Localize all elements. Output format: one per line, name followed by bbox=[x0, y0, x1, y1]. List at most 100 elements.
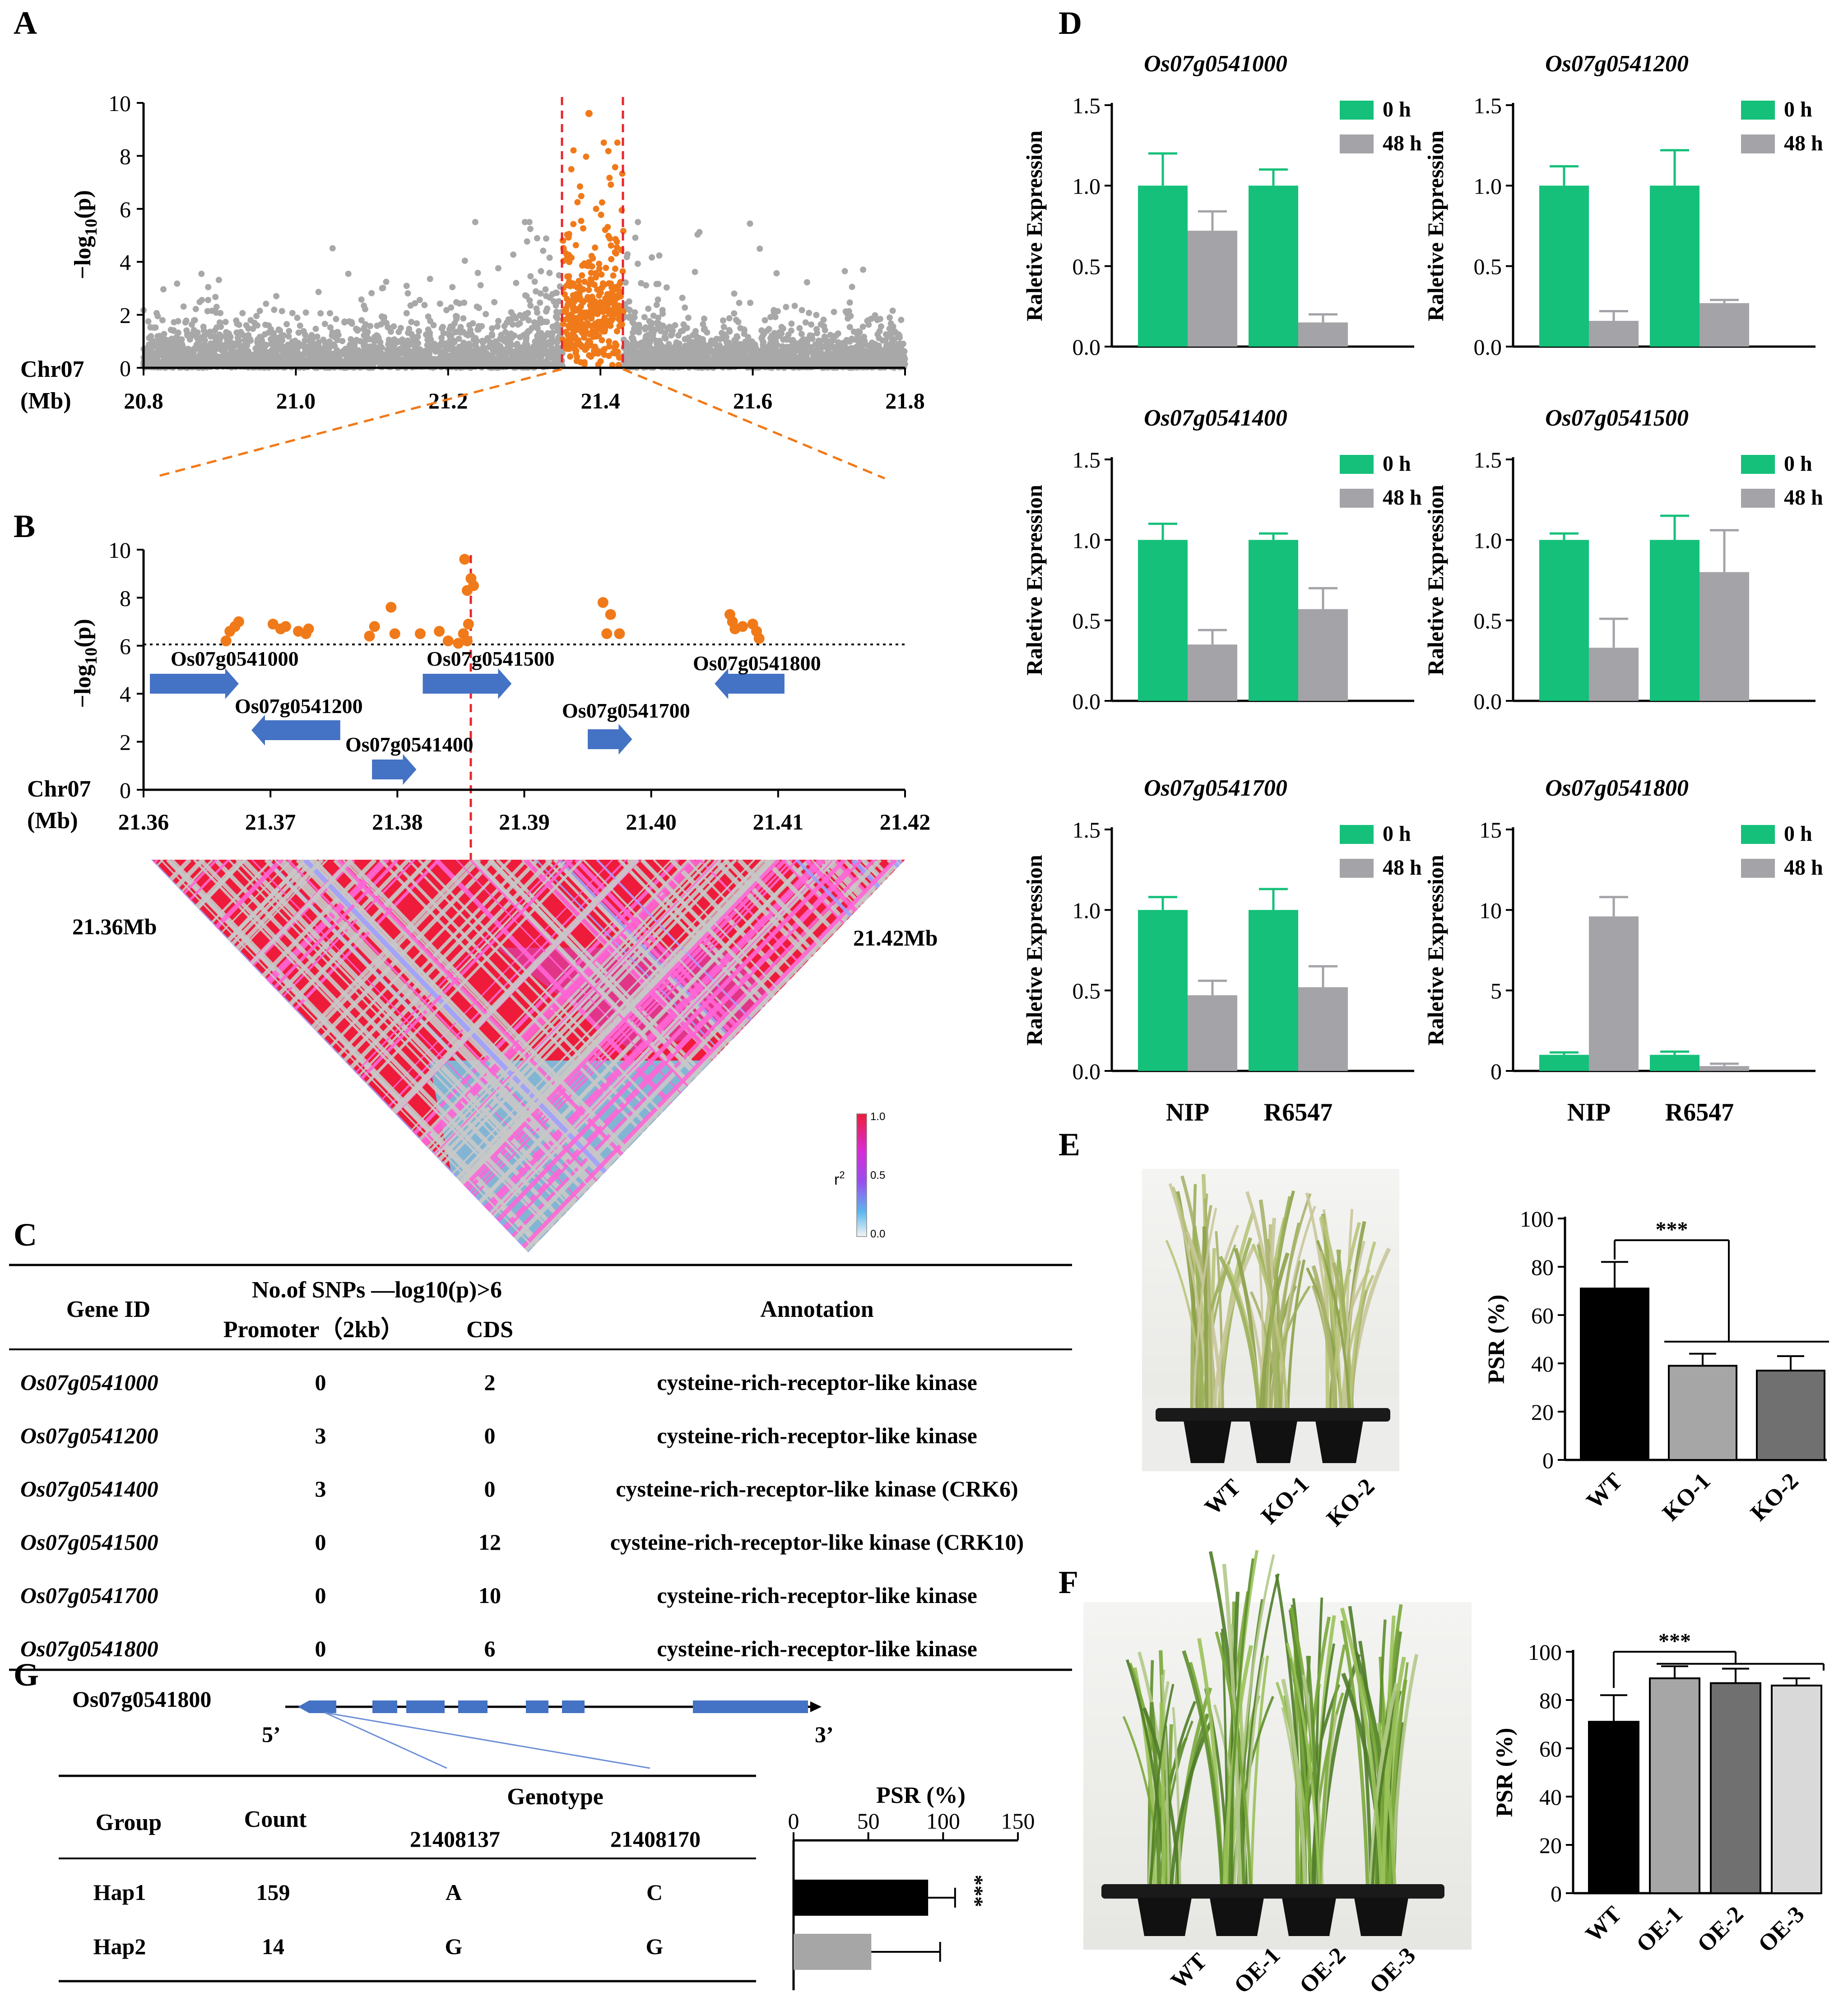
snp-point bbox=[399, 336, 406, 343]
snp-point bbox=[513, 280, 520, 287]
plant-leaf bbox=[1319, 1251, 1342, 1411]
psr-bar bbox=[1668, 1365, 1737, 1461]
snp-point bbox=[376, 348, 383, 355]
snp-point bbox=[692, 328, 699, 334]
ld-stripe bbox=[151, 860, 390, 1252]
legend-swatch bbox=[1340, 859, 1374, 878]
plant-leaf bbox=[1218, 1255, 1261, 1411]
gene-table: Gene ID No.of SNPs —log10(p)>6 Promoter（… bbox=[9, 1264, 1072, 1671]
snp-point bbox=[489, 325, 496, 332]
snp-point bbox=[594, 321, 601, 328]
snp-point bbox=[527, 302, 534, 309]
snp-point bbox=[496, 349, 502, 356]
oe-photo bbox=[1083, 1550, 1472, 1950]
table-cell-promoter: 0 bbox=[315, 1370, 326, 1395]
ld-stripe bbox=[151, 860, 328, 1252]
panel-label-b: B bbox=[14, 508, 35, 544]
snp-point bbox=[189, 357, 195, 364]
exon-block bbox=[458, 1700, 488, 1713]
haplotype-count: 159 bbox=[256, 1880, 290, 1905]
g-psr-chart: PSR (%) 0 50 100 150 *** bbox=[788, 1783, 1035, 1990]
snp-point bbox=[423, 331, 429, 338]
legend-swatch bbox=[1741, 101, 1775, 120]
legend-swatch bbox=[1340, 101, 1374, 120]
ld-stripe bbox=[214, 860, 610, 1252]
g-x-tick-label: 50 bbox=[857, 1808, 880, 1834]
snp-point bbox=[846, 337, 853, 343]
haplotype-g1: A bbox=[446, 1880, 462, 1905]
snp-point bbox=[750, 344, 757, 351]
snp-point bbox=[666, 324, 673, 330]
snp-point bbox=[158, 345, 164, 352]
snp-point bbox=[757, 246, 763, 252]
snp-point bbox=[511, 352, 517, 358]
snp-point bbox=[600, 139, 607, 146]
snp-point bbox=[598, 212, 604, 218]
col-cds: CDS bbox=[466, 1317, 513, 1343]
snp-point bbox=[508, 334, 515, 341]
snp-point bbox=[353, 337, 360, 343]
snp-point bbox=[456, 328, 463, 334]
snp-point bbox=[599, 199, 605, 206]
snp-point bbox=[537, 299, 543, 306]
snp-point bbox=[447, 338, 453, 344]
chart-y-tick-label: 1.5 bbox=[1073, 93, 1101, 118]
snp-point bbox=[583, 153, 590, 160]
snp-point bbox=[623, 254, 630, 260]
snp-point bbox=[701, 325, 708, 332]
snp-point bbox=[495, 355, 502, 361]
snp-point bbox=[821, 323, 827, 329]
snp-point bbox=[747, 220, 753, 227]
snp-point bbox=[890, 352, 896, 359]
snp-point bbox=[196, 299, 203, 306]
snp-point bbox=[606, 175, 613, 181]
g-psr-title: PSR (%) bbox=[876, 1783, 966, 1808]
snp-point bbox=[578, 311, 585, 318]
snp-point bbox=[731, 290, 738, 297]
zoom-points bbox=[220, 554, 765, 649]
snp-point bbox=[784, 352, 791, 359]
snp-point bbox=[479, 339, 486, 346]
expression-bar bbox=[1589, 320, 1639, 347]
snp-point bbox=[154, 313, 161, 320]
gene-label: Os07g0541400 bbox=[345, 733, 474, 756]
snp-point bbox=[614, 139, 621, 146]
snp-point bbox=[486, 343, 492, 350]
snp-point bbox=[549, 291, 556, 297]
snp-point bbox=[847, 359, 854, 366]
snp-point bbox=[901, 356, 907, 363]
b-x-tick-label: 21.39 bbox=[499, 809, 550, 834]
legend-label: 48 h bbox=[1383, 856, 1422, 880]
snp-point bbox=[448, 332, 455, 338]
snp-point bbox=[162, 339, 169, 346]
snp-point bbox=[585, 287, 592, 293]
snp-point bbox=[239, 331, 246, 338]
snp-point bbox=[617, 280, 623, 287]
snp-point bbox=[679, 295, 686, 301]
snp-point bbox=[788, 320, 795, 327]
plant-leaf bbox=[1311, 1643, 1335, 1887]
snp-point bbox=[250, 325, 256, 332]
snp-point bbox=[791, 302, 798, 309]
snp-point bbox=[608, 311, 614, 318]
snp-point bbox=[662, 335, 669, 342]
snp-point bbox=[579, 330, 586, 336]
snp-point bbox=[766, 343, 773, 350]
col-gene-id: Gene ID bbox=[66, 1297, 150, 1322]
snp-point bbox=[822, 335, 829, 342]
snp-point bbox=[269, 355, 276, 362]
snp-point bbox=[421, 302, 428, 308]
table-cell-annotation: cysteine-rich-receptor-like kinase bbox=[657, 1636, 977, 1661]
snp-point bbox=[549, 323, 556, 330]
snp-point bbox=[348, 320, 355, 327]
snp-point bbox=[543, 235, 549, 242]
a-y-tick-label: 4 bbox=[120, 250, 131, 275]
snp-point bbox=[367, 343, 373, 350]
snp-point bbox=[594, 286, 601, 293]
haplotype-panel: Os07g0541800 5’ 3’ Group Count Genotype … bbox=[59, 1686, 1035, 1990]
snp-point bbox=[449, 284, 456, 291]
snp-point bbox=[213, 304, 220, 310]
zoom-snp-point bbox=[280, 621, 291, 632]
